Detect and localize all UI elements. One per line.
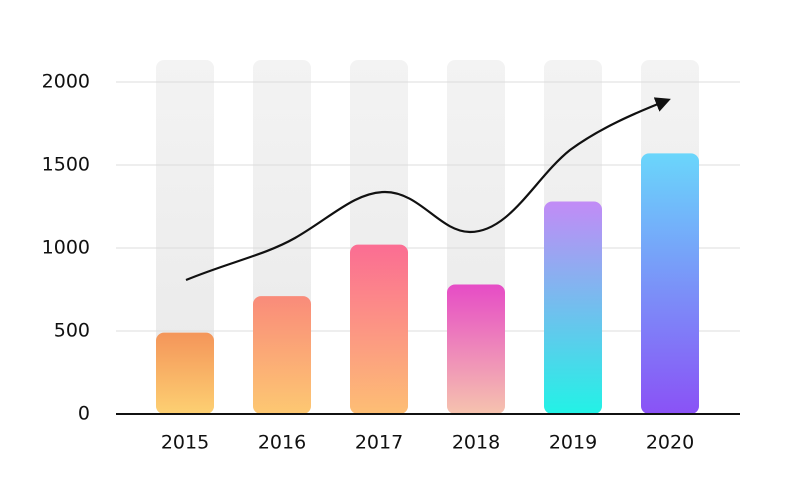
trend-arrow bbox=[185, 97, 671, 282]
bar bbox=[447, 284, 505, 414]
x-tick-label: 2015 bbox=[161, 432, 209, 454]
x-tick-label: 2018 bbox=[452, 432, 500, 454]
y-tick-label: 500 bbox=[54, 320, 90, 342]
bar bbox=[544, 201, 602, 414]
y-tick-label: 1500 bbox=[42, 154, 90, 176]
x-tick-label: 2016 bbox=[258, 432, 306, 454]
track-group bbox=[156, 60, 699, 414]
bar bbox=[253, 296, 311, 414]
bar bbox=[350, 244, 408, 414]
x-tick-label: 2017 bbox=[355, 432, 403, 454]
y-tick-label: 0 bbox=[78, 403, 90, 425]
bar-group bbox=[156, 153, 699, 414]
y-tick-label: 1000 bbox=[42, 237, 90, 259]
bar bbox=[156, 332, 214, 414]
bar-track bbox=[156, 60, 214, 414]
x-tick-label: 2019 bbox=[549, 432, 597, 454]
y-tick-label: 2000 bbox=[42, 71, 90, 93]
x-tick-label: 2020 bbox=[646, 432, 694, 454]
bar bbox=[641, 153, 699, 414]
